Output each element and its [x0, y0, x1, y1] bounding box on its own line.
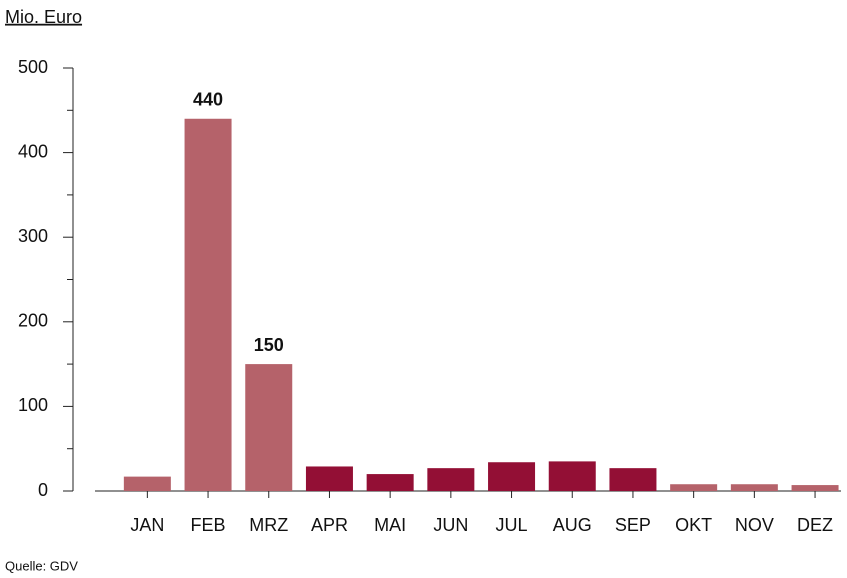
bar — [609, 468, 657, 491]
x-tick-label: SEP — [615, 515, 651, 535]
bar — [245, 364, 293, 491]
bar — [184, 118, 232, 491]
source: Quelle: GDV — [5, 558, 78, 573]
bar — [366, 474, 414, 491]
bar — [548, 461, 596, 491]
bar — [791, 485, 839, 491]
x-tick-label: NOV — [735, 515, 774, 535]
bar — [670, 484, 718, 491]
x-tick-label: JUN — [433, 515, 468, 535]
x-tick-label: JAN — [130, 515, 164, 535]
bar — [305, 466, 353, 491]
x-tick-label: MRZ — [249, 515, 288, 535]
x-tick-label: FEB — [191, 515, 226, 535]
y-tick-label: 300 — [18, 226, 48, 246]
y-tick-label: 200 — [18, 311, 48, 331]
bar — [427, 468, 475, 491]
y-tick-label: 0 — [38, 480, 48, 500]
x-tick-label: JUL — [496, 515, 528, 535]
value-label: 150 — [254, 335, 284, 355]
x-tick-label: OKT — [675, 515, 712, 535]
value-label: 440 — [193, 90, 223, 110]
axis-unit: Mio. Euro — [5, 7, 82, 27]
x-tick-label: AUG — [553, 515, 592, 535]
x-tick-label: APR — [311, 515, 348, 535]
bar — [123, 476, 171, 491]
y-tick-label: 400 — [18, 141, 48, 161]
y-tick-label: 100 — [18, 395, 48, 415]
y-tick-label: 500 — [18, 57, 48, 77]
x-tick-label: DEZ — [797, 515, 833, 535]
bar — [488, 462, 536, 491]
bar — [730, 484, 778, 491]
x-tick-label: MAI — [374, 515, 406, 535]
